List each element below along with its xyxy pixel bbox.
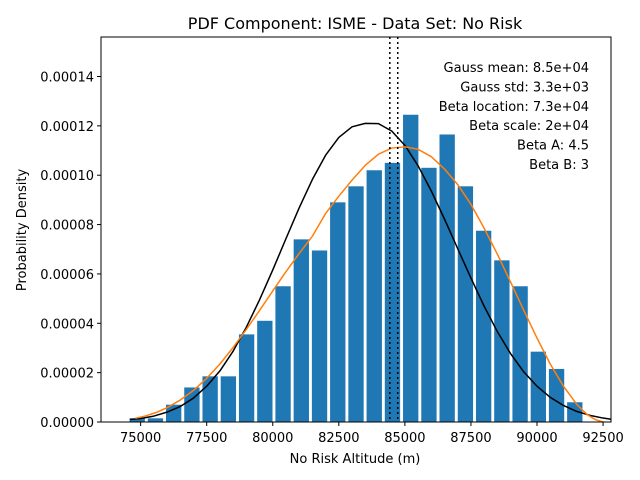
histogram-bar xyxy=(475,230,492,422)
y-tick-label: 0.00014 xyxy=(40,70,94,85)
annotation-box: Gauss mean: 8.5e+04 Gauss std: 3.3e+03 Bet… xyxy=(439,61,589,173)
plot-area: Gauss mean: 8.5e+04 Gauss std: 3.3e+03 Bet… xyxy=(129,37,612,423)
histogram-bar xyxy=(184,387,200,422)
annotation-line: Beta A: 4.5 xyxy=(517,139,589,154)
x-tick-label: 87500 xyxy=(450,431,491,446)
histogram-bar xyxy=(238,334,255,422)
y-tick-label: 0.00008 xyxy=(40,219,94,234)
x-tick-label: 85000 xyxy=(384,431,425,446)
histogram-bar xyxy=(494,260,510,422)
x-axis-label: No Risk Altitude (m) xyxy=(290,452,421,467)
fit-curves xyxy=(130,122,612,423)
x-tick-label: 82500 xyxy=(318,431,359,446)
histogram-bar xyxy=(439,134,455,423)
annotation-line: Beta B: 3 xyxy=(529,158,589,173)
histogram-bar xyxy=(512,286,528,422)
histogram-bar xyxy=(147,418,164,422)
histogram-bars xyxy=(129,114,583,423)
histogram-bar xyxy=(348,186,364,422)
y-tick-label: 0.00000 xyxy=(40,416,94,431)
annotation-line: Gauss mean: 8.5e+04 xyxy=(444,61,589,76)
y-tick-label: 0.00010 xyxy=(40,169,94,184)
x-axis: 75000 77500 80000 82500 85000 87500 90000 92500 xyxy=(120,422,624,446)
series-line-gauss xyxy=(130,122,612,421)
x-tick-label: 92500 xyxy=(582,431,623,446)
y-tick-label: 0.00006 xyxy=(40,268,94,283)
x-tick-label: 90000 xyxy=(516,431,557,446)
histogram-bar xyxy=(129,418,145,422)
plot-frame xyxy=(100,36,612,423)
histogram-bar xyxy=(330,202,346,422)
x-tick-label: 77500 xyxy=(186,431,227,446)
annotation-line: Gauss std: 3.3e+03 xyxy=(460,80,589,95)
series-line-beta xyxy=(135,146,604,423)
x-tick-label: 80000 xyxy=(252,431,293,446)
chart-title: PDF Component: ISME - Data Set: No Risk xyxy=(188,14,523,33)
histogram-bar xyxy=(384,162,401,422)
histogram-bar xyxy=(457,186,474,422)
histogram-bar xyxy=(220,376,237,422)
histogram-bar xyxy=(548,368,565,422)
histogram-bar xyxy=(275,286,291,422)
histogram-bar xyxy=(403,114,419,423)
histogram-bar xyxy=(293,239,309,422)
y-axis-label: Probability Density xyxy=(15,169,30,292)
histogram-bar xyxy=(166,404,182,422)
y-tick-label: 0.00002 xyxy=(40,367,94,382)
annotation-line: Beta scale: 2e+04 xyxy=(469,119,589,134)
histogram-bar xyxy=(257,320,273,422)
annotation-line: Beta location: 7.3e+04 xyxy=(439,100,589,115)
histogram-bar xyxy=(421,167,437,422)
histogram-bar xyxy=(311,250,328,422)
histogram-bar xyxy=(366,170,382,422)
histogram-bar xyxy=(202,376,218,422)
x-tick-label: 75000 xyxy=(120,431,161,446)
y-axis: 0.00000 0.00002 0.00004 0.00006 0.00008 0.000… xyxy=(40,70,101,431)
y-tick-label: 0.00004 xyxy=(40,317,94,332)
y-tick-label: 0.00012 xyxy=(40,120,94,135)
vertical-lines xyxy=(389,37,399,422)
